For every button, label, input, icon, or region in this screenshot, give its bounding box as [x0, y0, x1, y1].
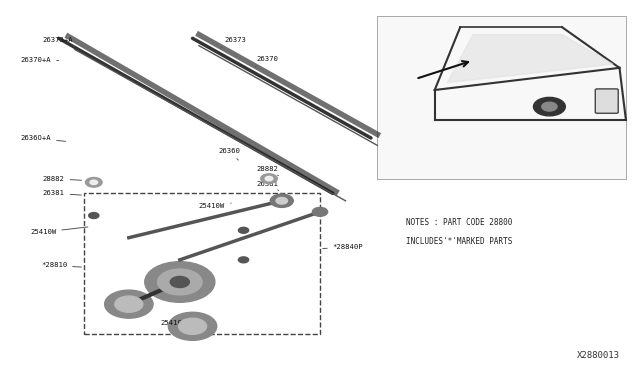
Text: 26360: 26360: [218, 148, 240, 160]
Text: INCLUDES'*'MARKED PARTS: INCLUDES'*'MARKED PARTS: [406, 237, 513, 246]
Text: 2636O+A: 2636O+A: [20, 135, 65, 141]
Text: 26370: 26370: [255, 56, 278, 66]
Circle shape: [179, 318, 207, 334]
Text: 28882: 28882: [256, 166, 278, 176]
Circle shape: [89, 212, 99, 218]
Circle shape: [115, 296, 143, 312]
Text: 26381: 26381: [43, 190, 81, 196]
Circle shape: [239, 227, 248, 233]
Circle shape: [170, 276, 189, 288]
Circle shape: [276, 198, 287, 204]
Circle shape: [312, 208, 328, 216]
Text: 25410W: 25410W: [30, 227, 88, 235]
Text: 25410W: 25410W: [161, 320, 193, 326]
Circle shape: [104, 290, 153, 318]
FancyBboxPatch shape: [595, 89, 618, 113]
Circle shape: [157, 269, 202, 295]
Circle shape: [270, 194, 293, 208]
Text: *28810: *28810: [41, 262, 81, 268]
Circle shape: [534, 97, 565, 116]
Circle shape: [265, 176, 273, 181]
Text: X2880013: X2880013: [577, 350, 620, 359]
Circle shape: [239, 257, 248, 263]
Text: 25410W: 25410W: [199, 203, 231, 209]
FancyBboxPatch shape: [378, 16, 626, 179]
Circle shape: [260, 174, 277, 183]
Circle shape: [90, 180, 98, 185]
Text: *28840P: *28840P: [323, 244, 364, 250]
Text: 26373+A: 26373+A: [43, 37, 75, 46]
Circle shape: [86, 177, 102, 187]
Text: 26373: 26373: [221, 37, 246, 48]
Polygon shape: [447, 35, 613, 83]
Text: 26381: 26381: [256, 181, 278, 190]
Text: 26370+A: 26370+A: [20, 57, 59, 64]
Circle shape: [145, 262, 215, 302]
Text: 28882: 28882: [43, 176, 81, 182]
Circle shape: [541, 102, 557, 111]
Circle shape: [168, 312, 217, 340]
Text: NOTES : PART CODE 28800: NOTES : PART CODE 28800: [406, 218, 513, 227]
